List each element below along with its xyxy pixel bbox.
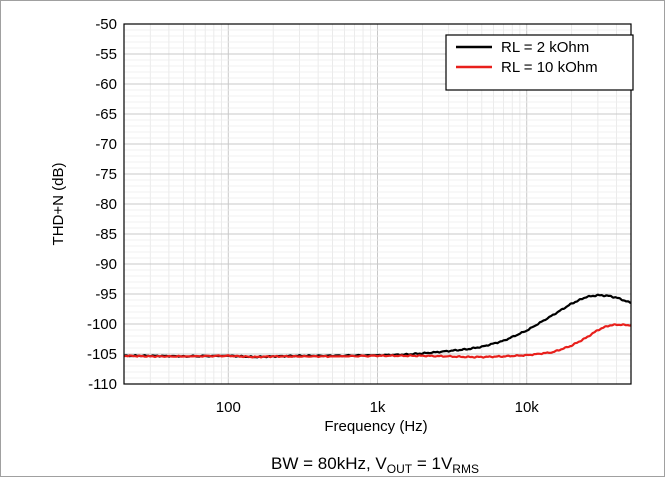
y-tick-label: -110 [88, 376, 117, 393]
y-tick-label: -105 [87, 346, 117, 363]
gridlines [124, 24, 631, 384]
y-tick-label: -80 [95, 196, 117, 213]
y-axis-tick-labels: -50 -55 -60 -65 -70 -75 -80 -85 -90 -95 -100 -105 -1… [87, 16, 117, 393]
legend-box [445, 34, 634, 91]
caption-sub-rms: RMS [452, 462, 479, 476]
y-tick-label: -90 [95, 256, 117, 273]
x-tick-label: 1k [370, 399, 386, 416]
data-series [123, 293, 632, 359]
chart-caption: BW = 80kHz, VOUT = 1VRMS [271, 454, 479, 476]
y-tick-label: -70 [95, 136, 117, 153]
y-tick-label: -55 [95, 46, 117, 63]
y-tick-label: -60 [95, 76, 117, 93]
legend-label-rl-10k: RL = 10 kOhm [501, 59, 598, 76]
caption-middle: = 1V [412, 454, 453, 473]
y-tick-label: -100 [87, 316, 117, 333]
caption-sub-out: OUT [387, 462, 413, 476]
y-tick-label: -75 [95, 166, 117, 183]
y-tick-label: -50 [95, 16, 117, 33]
y-tick-label: -95 [95, 286, 117, 303]
legend: RL = 2 kOhm RL = 10 kOhm [445, 34, 634, 91]
caption-prefix: BW = 80kHz, V [271, 454, 387, 473]
series-line-rl-10k [123, 323, 632, 359]
x-tick-label: 100 [216, 399, 241, 416]
legend-label-rl-2k: RL = 2 kOhm [501, 39, 589, 56]
y-tick-label: -65 [95, 106, 117, 123]
plot-area-frame [123, 23, 632, 385]
y-tick-label: -85 [95, 226, 117, 243]
x-axis-tick-labels: 100 1k 10k [216, 399, 540, 416]
x-axis-title: Frequency (Hz) [324, 418, 427, 435]
y-axis-title: THD+N (dB) [50, 163, 67, 246]
x-tick-label: 10k [515, 399, 540, 416]
